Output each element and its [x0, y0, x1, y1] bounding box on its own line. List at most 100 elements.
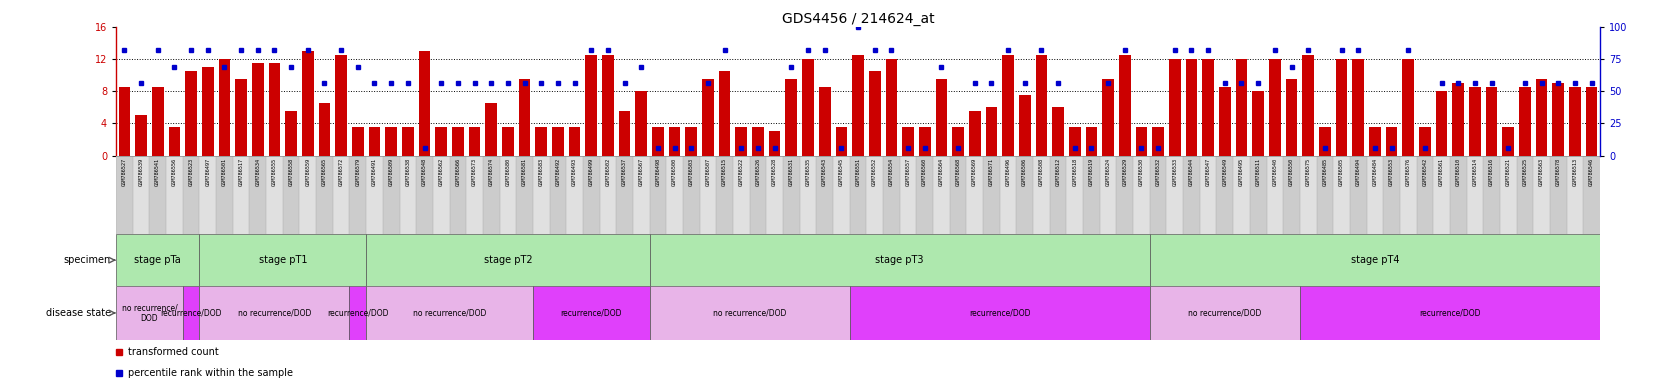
Bar — [1516, 156, 1533, 234]
Bar — [848, 156, 867, 234]
Bar — [1332, 156, 1349, 234]
Text: GSM786533: GSM786533 — [1171, 158, 1176, 186]
Bar — [1582, 156, 1599, 234]
Bar — [199, 234, 366, 286]
Text: GSM786541: GSM786541 — [156, 158, 161, 186]
Bar — [699, 156, 716, 234]
Bar — [267, 156, 283, 234]
Text: GSM786559: GSM786559 — [305, 158, 310, 186]
Bar — [1352, 59, 1364, 156]
Bar — [635, 91, 646, 156]
Bar — [1148, 234, 1599, 286]
Bar — [1483, 156, 1500, 234]
Bar — [983, 156, 999, 234]
Bar — [366, 234, 650, 286]
Text: GSM786556: GSM786556 — [172, 158, 177, 186]
Bar — [1301, 55, 1314, 156]
Text: GSM786540: GSM786540 — [1271, 158, 1276, 186]
Bar — [1218, 87, 1229, 156]
Bar — [1065, 156, 1082, 234]
Text: GSM786513: GSM786513 — [1571, 158, 1576, 186]
Text: GSM786544: GSM786544 — [1188, 158, 1193, 186]
Text: GSM786568: GSM786568 — [954, 158, 959, 186]
Bar — [283, 156, 300, 234]
Text: GSM786515: GSM786515 — [722, 158, 727, 186]
Text: GSM786528: GSM786528 — [772, 158, 777, 186]
Text: GSM786526: GSM786526 — [756, 158, 761, 186]
Text: GSM786523: GSM786523 — [189, 158, 194, 186]
Text: GSM786558: GSM786558 — [288, 158, 293, 186]
Text: GSM786565: GSM786565 — [321, 158, 326, 186]
Text: recurrence/DOD: recurrence/DOD — [560, 308, 621, 318]
Bar — [752, 127, 764, 156]
Bar — [968, 111, 979, 156]
Bar — [535, 127, 547, 156]
Bar — [1032, 156, 1049, 234]
Text: recurrence/DOD: recurrence/DOD — [968, 308, 1031, 318]
Bar — [1052, 107, 1064, 156]
Bar — [215, 156, 232, 234]
Text: GSM786494: GSM786494 — [1355, 158, 1360, 186]
Bar — [668, 127, 679, 156]
Text: GSM786571: GSM786571 — [988, 158, 993, 186]
Bar — [802, 59, 814, 156]
Bar — [449, 156, 466, 234]
Bar — [868, 71, 880, 156]
Text: GSM786551: GSM786551 — [855, 158, 860, 186]
Bar — [1299, 286, 1599, 340]
Bar — [1118, 55, 1130, 156]
Bar — [1233, 156, 1249, 234]
Bar — [219, 59, 230, 156]
Bar — [766, 156, 782, 234]
Bar — [901, 127, 913, 156]
Bar — [1399, 156, 1415, 234]
Bar — [1082, 156, 1099, 234]
Bar — [732, 156, 749, 234]
Bar — [532, 156, 548, 234]
Bar — [1466, 156, 1483, 234]
Bar — [1432, 156, 1448, 234]
Bar — [1566, 156, 1582, 234]
Text: GSM786560: GSM786560 — [921, 158, 926, 186]
Bar — [1152, 127, 1163, 156]
Bar — [1168, 59, 1180, 156]
Bar — [918, 127, 930, 156]
Text: stage pT4: stage pT4 — [1350, 255, 1399, 265]
Bar — [1200, 156, 1216, 234]
Bar — [350, 286, 366, 340]
Text: GSM786519: GSM786519 — [1089, 158, 1094, 186]
Bar — [835, 127, 847, 156]
Title: GDS4456 / 214624_at: GDS4456 / 214624_at — [780, 12, 935, 26]
Text: GSM786525: GSM786525 — [1521, 158, 1526, 186]
Bar — [1382, 156, 1399, 234]
Bar — [466, 156, 482, 234]
Text: GSM786531: GSM786531 — [789, 158, 794, 186]
Text: percentile rank within the sample: percentile rank within the sample — [128, 368, 293, 378]
Bar — [1036, 55, 1047, 156]
Bar — [152, 87, 164, 156]
Bar — [199, 286, 350, 340]
Text: stage pTa: stage pTa — [134, 255, 181, 265]
Bar — [883, 156, 900, 234]
Bar — [1369, 127, 1380, 156]
Bar — [1183, 156, 1200, 234]
Text: GSM786573: GSM786573 — [472, 158, 477, 186]
Bar — [900, 156, 916, 234]
Text: stage pT3: stage pT3 — [875, 255, 923, 265]
Bar — [1468, 87, 1480, 156]
Text: GSM786542: GSM786542 — [1422, 158, 1427, 186]
Bar — [1115, 156, 1132, 234]
Bar — [1266, 156, 1283, 234]
Bar — [1349, 156, 1365, 234]
Bar — [1319, 127, 1331, 156]
Bar — [519, 79, 530, 156]
Bar — [1148, 156, 1167, 234]
Bar — [1534, 79, 1546, 156]
Bar — [832, 156, 848, 234]
Bar — [1099, 156, 1115, 234]
Bar — [548, 156, 567, 234]
Text: GSM786511: GSM786511 — [1254, 158, 1259, 186]
Text: GSM786574: GSM786574 — [489, 158, 494, 186]
Bar — [482, 156, 499, 234]
Bar — [350, 156, 366, 234]
